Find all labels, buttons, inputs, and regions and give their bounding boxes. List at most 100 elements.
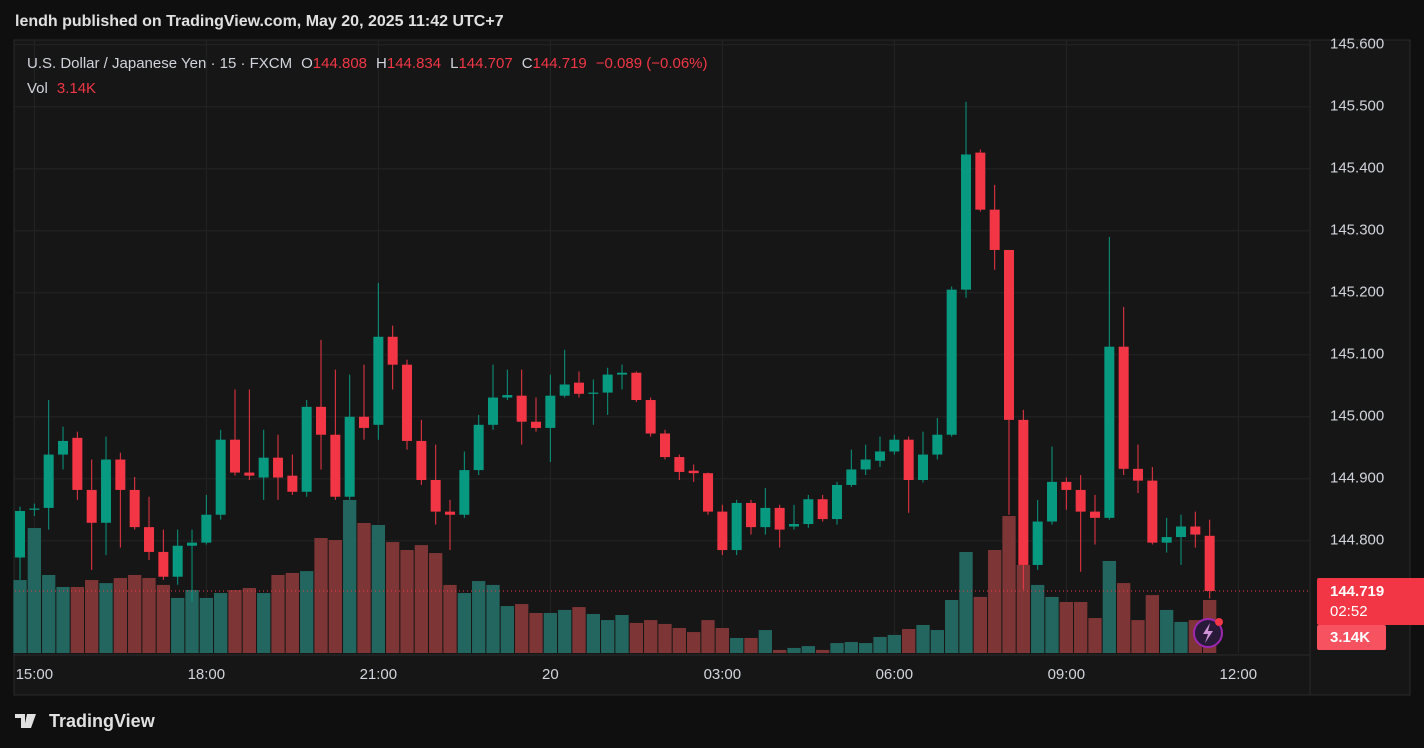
ohlc-letter: H (376, 55, 387, 72)
volume-bar (945, 599, 959, 653)
candle-body (187, 542, 198, 546)
volume-bar (572, 607, 586, 653)
alert-dot (1215, 618, 1223, 626)
candle-body (158, 551, 169, 577)
candle-body (975, 152, 986, 210)
candle-body (373, 336, 384, 425)
chart-frame (13, 39, 1411, 696)
volume-bar (113, 578, 127, 653)
candle-body (918, 454, 929, 481)
candle-body (258, 457, 269, 478)
candle-body (86, 489, 97, 523)
candle-body (287, 475, 298, 492)
candle-body (531, 421, 542, 428)
volume-bar (185, 590, 199, 653)
price-tag (1317, 577, 1424, 625)
candle-body (760, 507, 771, 528)
candle-body (502, 395, 513, 398)
volume-bar (429, 553, 443, 653)
volume-bar (70, 586, 84, 653)
volume-bar (156, 584, 170, 653)
x-tick-label: 15:00 (16, 666, 54, 683)
candle-body (817, 499, 828, 520)
candle-body (932, 434, 943, 455)
volume-bar (715, 628, 729, 653)
legend-line: U.S. Dollar / Japanese Yen · 15 · FXCM O 1… (27, 55, 708, 72)
candle-body (115, 459, 126, 490)
volume-bar (558, 609, 572, 653)
volume-bar (1145, 595, 1159, 653)
candle-body (688, 470, 699, 474)
candle-body (617, 372, 628, 375)
volume-bar (228, 590, 242, 653)
volume-bar (930, 630, 944, 653)
candle-body (588, 392, 599, 394)
candle-body (416, 440, 427, 481)
candle-body (946, 289, 957, 435)
volume-legend: Vol 3.14K (27, 80, 96, 97)
candle-body (961, 154, 972, 290)
y-tick-label: 145.200 (1330, 284, 1384, 301)
candle-body (1004, 249, 1015, 420)
candle-body (846, 469, 857, 485)
volume-bar (486, 584, 500, 653)
volume-bar (171, 597, 185, 653)
ohlc-value: 144.834 (387, 55, 441, 72)
y-tick-label: 145.600 (1330, 36, 1384, 53)
candle-body (774, 507, 785, 530)
candle-body (1075, 489, 1086, 512)
volume-bar (629, 622, 643, 653)
y-tick-label: 144.900 (1330, 470, 1384, 487)
x-tick-label: 20 (542, 666, 559, 683)
volume-bar (515, 604, 529, 653)
volume-bar (816, 649, 830, 653)
candle-body (674, 457, 685, 472)
candle-body (344, 416, 355, 497)
volume-bar (1088, 618, 1102, 653)
candle-body (402, 364, 413, 441)
volume-bar (615, 615, 629, 653)
volume-bar (27, 528, 41, 653)
candle-body (703, 473, 714, 512)
candle-body (488, 397, 499, 425)
countdown: 02:52 (1330, 603, 1368, 620)
candle-body (631, 372, 642, 401)
volume-bar (859, 643, 873, 653)
volume-bar (343, 500, 357, 653)
logo: TradingView (15, 711, 156, 731)
candle-body (72, 437, 83, 490)
candle-body (29, 508, 40, 510)
volume-bar (801, 646, 815, 653)
candle-body (1090, 511, 1101, 518)
ohlc-letter: O (301, 55, 313, 72)
volume-bar (443, 584, 457, 653)
volume-bar (328, 540, 342, 653)
candle-body (903, 439, 914, 481)
volume-bar (386, 542, 400, 653)
candle-body (1133, 468, 1144, 481)
candle-body (244, 472, 255, 476)
candle-body (731, 502, 742, 551)
volume-bar (959, 552, 973, 653)
candle-body (1176, 526, 1187, 538)
volume-bar (1117, 583, 1131, 653)
volume-bar (128, 574, 142, 653)
candle-body (875, 451, 886, 461)
volume-bar (257, 593, 271, 653)
volume-bar (285, 572, 299, 653)
candle-body (660, 433, 671, 458)
volume-bar (973, 596, 987, 653)
volume-bar (844, 642, 858, 653)
price-tag-value: 144.719 (1330, 583, 1384, 600)
volume-bar (142, 578, 156, 653)
symbol-title: U.S. Dollar / Japanese Yen · 15 · FXCM (27, 55, 292, 72)
candle-body (860, 459, 871, 470)
candle-body (215, 439, 226, 515)
candle-body (559, 384, 570, 396)
volume-bar (56, 586, 70, 653)
candle-body (144, 527, 155, 552)
candle-body (717, 511, 728, 551)
candle-body (1047, 481, 1058, 522)
logo-mark (15, 714, 36, 728)
